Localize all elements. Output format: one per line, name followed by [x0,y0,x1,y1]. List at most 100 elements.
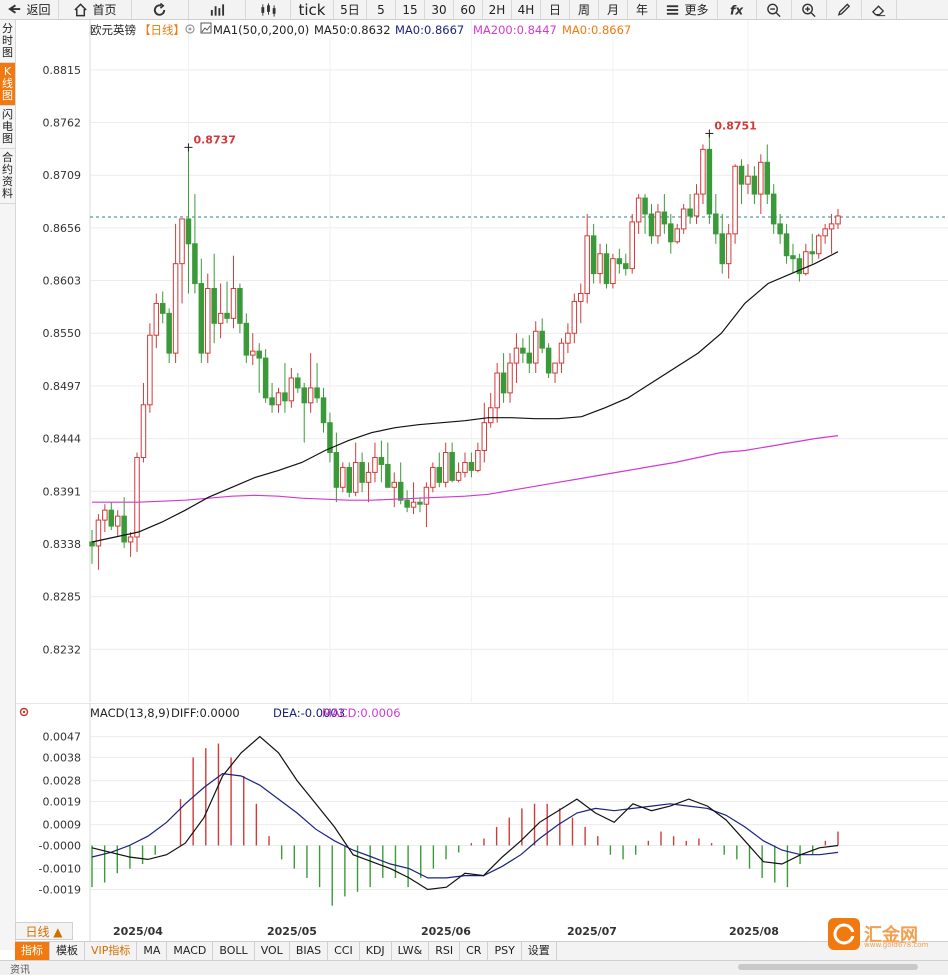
indicator-tab[interactable]: CR [460,942,489,960]
5min-button[interactable]: 5 [367,0,396,19]
settings-gear-icon[interactable] [185,24,195,34]
candle [565,323,571,354]
draw-button[interactable] [827,0,862,19]
candle-body [282,392,288,402]
zoom-in-button[interactable] [792,0,827,19]
candle-body [417,501,423,505]
candle [815,233,822,259]
candle [674,223,680,244]
indicator-tab[interactable]: KDJ [360,942,392,960]
svg-text:fx: fx [730,3,744,17]
indicator-tab[interactable]: MA [137,942,168,960]
candle-body [680,208,687,230]
candle-body [147,334,153,406]
candle-chart-button[interactable] [246,0,291,19]
sidebar-tab[interactable]: K线图 [0,63,15,106]
indicator-tab[interactable]: VOL [255,942,290,960]
home-button[interactable]: 首页 [59,0,132,19]
indicator-tab[interactable]: 模板 [50,942,85,960]
formula-button[interactable]: fx [718,0,757,19]
period-button[interactable]: 日线 ▲ [15,922,73,940]
y-tick-label: 0.8444 [43,433,82,446]
home-icon [73,2,89,18]
4h-button[interactable]: 4H [512,0,541,19]
2h-button[interactable]: 2H [483,0,512,19]
indicator-tab[interactable]: 指标 [15,942,50,960]
indicator-tab[interactable]: PSY [488,942,522,960]
candle-body [706,148,713,215]
more-button[interactable]: 更多 [657,0,718,19]
candle [140,382,147,463]
year-button[interactable]: 年 [628,0,657,19]
candle [655,204,661,244]
candle-body [674,228,680,243]
indicator-tab[interactable]: 设置 [522,942,557,960]
month-button[interactable]: 月 [599,0,628,19]
indicator-tab[interactable]: BOLL [213,942,255,960]
candle [243,313,250,364]
30min-button[interactable]: 30 [425,0,454,19]
y-tick-label: 0.8232 [43,643,82,656]
scroll-handle[interactable] [738,964,918,970]
delete-drawing-button[interactable] [862,0,897,19]
candle [642,194,648,234]
candle-body [410,501,417,508]
candle [102,504,108,533]
footer-tab[interactable]: 资讯 [10,965,30,976]
sidebar-tab[interactable]: 合约资料 [0,149,15,204]
candle [365,462,372,503]
candle [603,243,610,289]
indicator-tab[interactable]: CCI [328,942,360,960]
candle [584,213,590,304]
candle-body [828,223,835,230]
bar-chart-button[interactable] [189,0,246,19]
back-button[interactable]: 返回 [0,0,59,19]
candle-body [108,509,115,527]
candle-body [764,161,771,195]
candle-body [571,300,578,334]
macd-legend-macd: MACD:0.0006 [322,706,401,720]
candle-body [629,221,635,270]
candle-body [243,322,250,356]
candle [449,442,455,483]
indicator-tab[interactable]: MACD [167,942,214,960]
candle-body [642,197,648,215]
toolbar-label: 周 [577,3,590,17]
zoom-out-button[interactable] [757,0,792,19]
candle-body [159,302,166,314]
candle-body [378,456,385,465]
legend-ma200: MA200:0.8447 [473,23,557,37]
sidebar-tab[interactable]: 闪电图 [0,106,15,149]
tick-button[interactable]: tick [291,0,334,19]
candle-body [442,452,449,483]
indicator-tab[interactable]: LW& [392,942,430,960]
y-tick-label: 0.8285 [43,591,82,604]
candle [147,323,153,413]
indicator-tab[interactable]: BIAS [290,942,329,960]
indicator-tab[interactable]: RSI [429,942,461,960]
candle-body [590,235,597,275]
15min-button[interactable]: 15 [396,0,425,19]
sidebar-tab[interactable]: 分时图 [0,20,15,63]
indicator-settings-icon[interactable] [19,707,29,717]
refresh-button[interactable] [132,0,189,19]
candle [172,223,179,364]
candle-body [539,330,545,349]
indicator-tab[interactable]: VIP指标 [85,942,138,960]
candle [532,321,539,373]
day-button[interactable]: 日 [541,0,570,19]
candle [687,194,693,224]
candle [758,154,764,214]
60min-button[interactable]: 60 [454,0,483,19]
back-arrow-icon [7,2,23,18]
week-button[interactable]: 周 [570,0,599,19]
candle [442,442,449,488]
watermark-logo: 汇金网 www.gold678.com [828,916,928,952]
candle [385,442,391,488]
toolbar-label: 15 [402,2,418,17]
candle [803,243,809,276]
candle [680,204,687,234]
candle-body [481,422,488,452]
5day-button[interactable]: 5日 [334,0,367,19]
candle-body [307,387,314,404]
